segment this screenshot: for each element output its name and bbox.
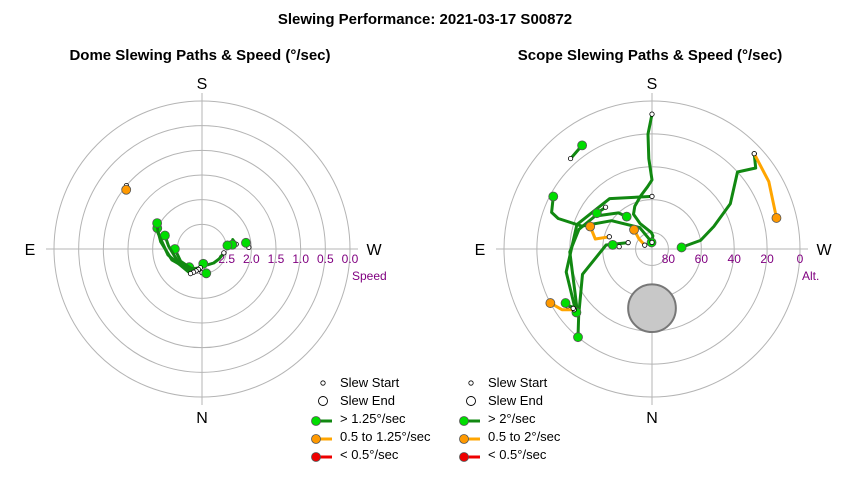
scope-compass-right: W <box>816 242 832 259</box>
dome-tick-label: 0.5 <box>317 252 334 266</box>
scope-slew-end-point <box>622 212 631 221</box>
scope-tick-label: 80 <box>662 252 676 266</box>
scope-slew-start-point <box>571 306 575 310</box>
scope-slew-start-point <box>603 205 607 209</box>
dome-slew-end-point <box>122 185 131 194</box>
dome-legend-marker-slow <box>312 453 321 462</box>
scope-legend-label: Slew End <box>488 393 543 408</box>
scope-compass-bottom: N <box>646 410 658 427</box>
dome-compass-left: E <box>25 242 36 259</box>
scope-slew-end-point <box>772 213 781 222</box>
scope-slew-start-point <box>626 240 630 244</box>
scope-slew-end-point <box>578 141 587 150</box>
scope-slew-end-point <box>677 243 686 252</box>
dome-tick-label: 0.0 <box>342 252 359 266</box>
scope-slew-start-point <box>650 194 654 198</box>
scope-slew-start-point <box>643 243 647 247</box>
dome-radial-axis-label: Speed <box>352 269 387 283</box>
scope-legend-marker-medium <box>460 435 469 444</box>
scope-slew-start-point <box>617 245 621 249</box>
dome-chart-title: Dome Slewing Paths & Speed (°/sec) <box>69 47 330 64</box>
scope-legend: Slew Start Slew End > 2°/sec 0.5 to 2°/sec <… <box>460 375 561 462</box>
dome-legend-label: Slew Start <box>340 375 400 390</box>
dome-tick-label: 1.5 <box>268 252 285 266</box>
scope-legend-marker-slow <box>460 453 469 462</box>
scope-legend-label: 0.5 to 2°/sec <box>488 429 561 444</box>
scope-legend-label: Slew Start <box>488 375 548 390</box>
scope-legend-start-marker <box>469 381 473 385</box>
dome-legend-label: 0.5 to 1.25°/sec <box>340 429 431 444</box>
scope-slew-start-point <box>752 151 756 155</box>
scope-slew-end-point <box>546 299 555 308</box>
scope-legend-end-marker <box>467 397 476 406</box>
scope-tick-label: 40 <box>728 252 742 266</box>
dome-legend-marker-medium <box>312 435 321 444</box>
dome-legend-start-marker <box>321 381 325 385</box>
scope-tick-label: 20 <box>760 252 774 266</box>
dome-compass-bottom: N <box>196 410 208 427</box>
scope-slew-start-point <box>650 240 654 244</box>
scope-chart-title: Scope Slewing Paths & Speed (°/sec) <box>518 47 782 64</box>
dome-compass-right: W <box>366 242 382 259</box>
dome-tick-label: 1.0 <box>292 252 309 266</box>
dome-tick-label: 2.0 <box>243 252 260 266</box>
scope-slew-start-point <box>607 235 611 239</box>
scope-slew-end-point <box>561 299 570 308</box>
dome-legend: Slew Start Slew End > 1.25°/sec 0.5 to 1.25… <box>312 375 431 462</box>
scope-slew-start-point <box>568 156 572 160</box>
scope-legend-marker-fast <box>460 417 469 426</box>
dome-slew-end-point <box>153 219 162 228</box>
dome-legend-marker-fast <box>312 417 321 426</box>
scope-compass-left: E <box>475 242 486 259</box>
scope-slew-start-point <box>650 112 654 116</box>
dome-legend-label: Slew End <box>340 393 395 408</box>
dome-legend-label: > 1.25°/sec <box>340 411 406 426</box>
dome-legend-end-marker <box>319 397 328 406</box>
scope-compass-top: S <box>647 76 658 93</box>
dome-slew-end-point <box>202 269 211 278</box>
scope-slew-end-point <box>592 209 601 218</box>
scope-slew-end-point <box>630 225 639 234</box>
dome-slew-end-point <box>241 238 250 247</box>
page-title: Slewing Performance: 2021-03-17 S00872 <box>278 11 572 28</box>
scope-slew-end-point <box>574 333 583 342</box>
scope-slew-end-point <box>586 222 595 231</box>
dome-slew-start-point <box>188 271 192 275</box>
scope-slew-end-point <box>549 192 558 201</box>
scope-legend-label: > 2°/sec <box>488 411 536 426</box>
scope-legend-label: < 0.5°/sec <box>488 447 547 462</box>
scope-tick-label: 60 <box>695 252 709 266</box>
dome-compass-top: S <box>197 76 208 93</box>
dome-slew-start-point <box>222 251 226 255</box>
scope-slew-end-point <box>608 240 617 249</box>
dome-legend-label: < 0.5°/sec <box>340 447 399 462</box>
scope-obstruction-zone <box>628 284 676 332</box>
dome-slew-end-point <box>223 241 232 250</box>
scope-tick-label: 0 <box>797 252 804 266</box>
scope-radial-axis-label: Alt. <box>802 269 819 283</box>
